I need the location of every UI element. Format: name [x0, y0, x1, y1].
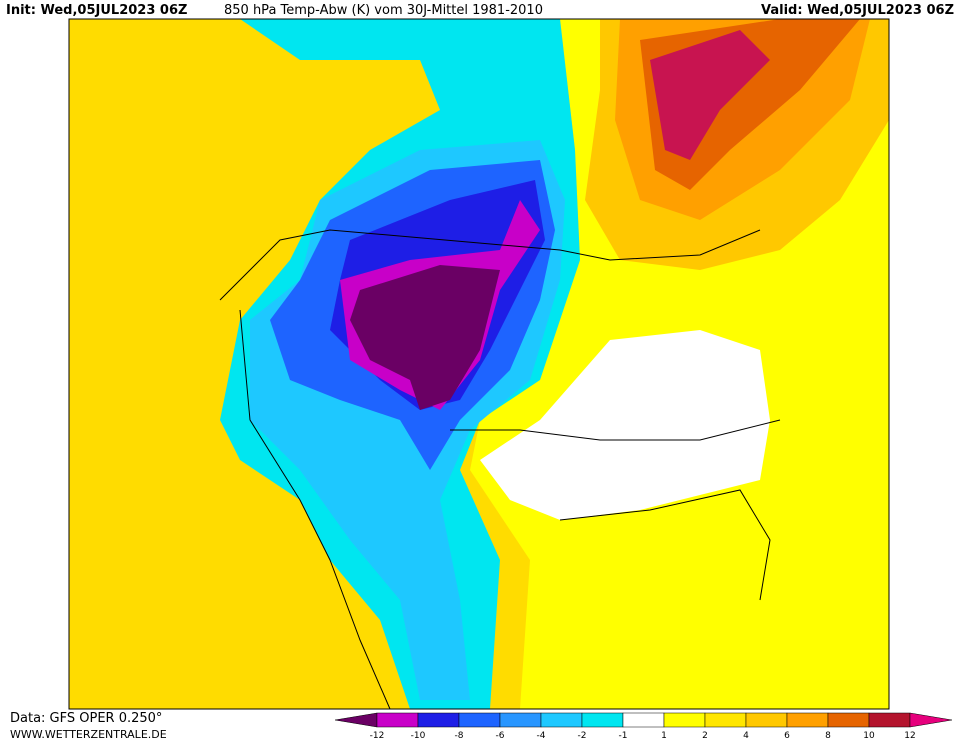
colorbar: -12 -10 -8 -6 -4 -2 -1 1 2 4 6 8 10 12	[334, 712, 953, 741]
colorbar-segment	[745, 712, 788, 728]
colorbar-label: 10	[863, 731, 875, 741]
colorbar-segment	[868, 712, 911, 728]
colorbar-label: -10	[411, 731, 426, 741]
colorbar-label: 1	[661, 731, 667, 741]
colorbar-label: -6	[496, 731, 505, 741]
init-time: Init: Wed,05JUL2023 06Z	[6, 3, 187, 18]
colorbar-triangle	[909, 712, 953, 728]
colorbar-segment	[786, 712, 829, 728]
valid-time: Valid: Wed,05JUL2023 06Z	[761, 3, 954, 18]
colorbar-label: 12	[904, 731, 915, 741]
colorbar-segment	[827, 712, 870, 728]
colorbar-triangle	[334, 712, 378, 728]
colorbar-label: 8	[825, 731, 831, 741]
colorbar-label: -8	[455, 731, 464, 741]
colorbar-segment	[704, 712, 747, 728]
data-source: Data: GFS OPER 0.250°	[10, 711, 162, 726]
colorbar-segment	[376, 712, 419, 728]
colorbar-segment	[622, 712, 665, 728]
colorbar-label: -12	[370, 731, 385, 741]
colorbar-label: -4	[537, 731, 546, 741]
colorbar-label: 6	[784, 731, 790, 741]
website: WWW.WETTERZENTRALE.DE	[10, 728, 167, 741]
colorbar-label: -2	[578, 731, 587, 741]
colorbar-label: -1	[619, 731, 628, 741]
colorbar-segment	[499, 712, 542, 728]
colorbar-segment	[663, 712, 706, 728]
map-title: 850 hPa Temp-Abw (K) vom 30J-Mittel 1981…	[224, 3, 543, 18]
colorbar-label: 2	[702, 731, 708, 741]
colorbar-segment	[581, 712, 624, 728]
map-area	[68, 18, 890, 710]
colorbar-segment	[458, 712, 501, 728]
colorbar-label: 4	[743, 731, 749, 741]
colorbar-segment	[540, 712, 583, 728]
colorbar-segment	[417, 712, 460, 728]
